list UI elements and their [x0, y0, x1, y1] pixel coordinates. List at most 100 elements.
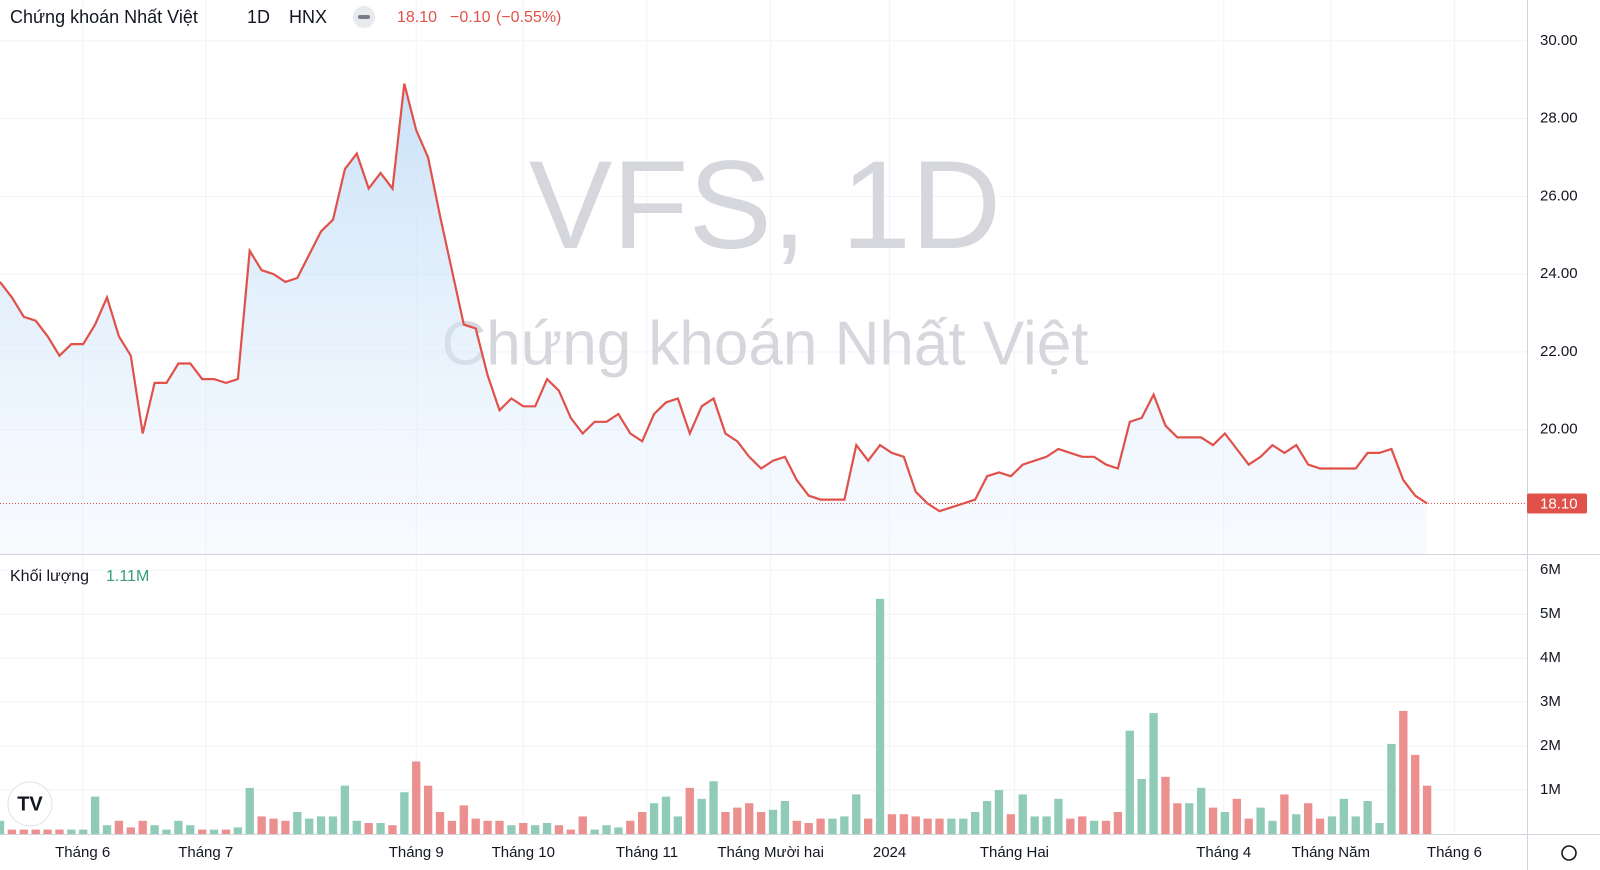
volume-bar — [1042, 816, 1051, 834]
y-tick-label: 5M — [1540, 605, 1561, 622]
volume-bar — [126, 827, 135, 834]
volume-bar — [863, 818, 873, 834]
volume-bar — [1078, 816, 1087, 834]
volume-bar — [519, 823, 528, 834]
volume-bar — [364, 823, 373, 834]
volume-bar — [114, 820, 124, 834]
y-tick-label: 30.00 — [1540, 32, 1578, 49]
volume-bar — [745, 803, 754, 834]
volume-bar — [102, 825, 112, 834]
volume-bar — [1066, 818, 1075, 834]
volume-bar — [507, 825, 516, 834]
volume-bar — [590, 829, 599, 834]
volume-bar — [233, 827, 243, 834]
volume-bar — [1232, 798, 1241, 834]
volume-bar — [281, 820, 290, 834]
volume-bar — [257, 816, 266, 834]
y-tick-label: 20.00 — [1540, 421, 1578, 438]
volume-bar — [435, 812, 445, 834]
change: −0.10 — [450, 9, 491, 26]
volume-bar — [1196, 787, 1206, 834]
volume-bar — [150, 825, 159, 834]
volume-bar — [1149, 713, 1158, 834]
volume-bar — [1220, 812, 1230, 834]
volume-bar — [1256, 807, 1265, 834]
volume-bar — [340, 785, 350, 834]
volume-bar — [7, 829, 17, 834]
volume-bar — [423, 785, 433, 834]
x-tick-label: Tháng Năm — [1292, 844, 1370, 861]
volume-bar — [1018, 794, 1027, 834]
volume-bar — [1387, 743, 1396, 834]
volume-bar — [982, 801, 992, 834]
volume-bar — [1030, 816, 1039, 834]
volume-bar — [768, 809, 778, 834]
volume-bar — [1304, 803, 1313, 834]
volume-bar — [721, 812, 730, 834]
volume-bar — [1161, 776, 1170, 834]
settings-icon[interactable] — [1561, 845, 1577, 861]
volume-bar — [90, 796, 100, 834]
volume-bar — [1315, 818, 1325, 834]
volume-bar — [1292, 814, 1301, 834]
volume-bar — [626, 820, 635, 834]
volume-bar — [245, 787, 254, 834]
volume-bar — [1280, 794, 1289, 834]
volume-bar — [269, 818, 278, 834]
volume-bar — [1399, 710, 1408, 834]
x-tick-label: Tháng 10 — [492, 844, 555, 861]
volume-bar — [709, 781, 718, 834]
y-tick-label: 3M — [1540, 693, 1561, 710]
status-icon — [358, 15, 370, 19]
volume-bar — [578, 816, 587, 834]
volume-bar — [1006, 814, 1016, 834]
volume-bar — [935, 818, 944, 834]
volume-bar — [1375, 823, 1384, 834]
volume-bar — [673, 816, 683, 834]
volume-bar — [1125, 730, 1134, 834]
x-tick-label: Tháng 11 — [616, 844, 678, 861]
price-area — [0, 83, 1428, 554]
watermark: VFS, 1D — [529, 136, 1001, 275]
volume-bar — [816, 818, 825, 834]
volume-bar — [19, 829, 28, 834]
volume-bar — [1054, 798, 1063, 834]
volume-bar — [55, 829, 64, 834]
volume-bar — [459, 805, 468, 834]
volume-bar — [923, 818, 932, 834]
volume-bar — [602, 825, 611, 834]
volume-bar — [554, 825, 564, 834]
volume-bar — [495, 820, 504, 834]
volume-bar — [400, 792, 409, 834]
y-tick-label: 4M — [1540, 649, 1561, 666]
volume-bar — [328, 816, 338, 834]
volume-bar — [792, 820, 801, 834]
volume-bar — [1173, 803, 1182, 834]
exchange: HNX — [289, 7, 327, 27]
volume-bar — [43, 829, 52, 834]
logo-mark: TV — [17, 793, 43, 815]
volume-bar — [840, 816, 849, 834]
volume-bar — [162, 829, 171, 834]
volume-bar — [911, 816, 920, 834]
title: Chứng khoán Nhất Việt — [10, 7, 198, 27]
volume-bar — [412, 761, 421, 834]
volume-bar — [780, 801, 790, 834]
y-tick-label: 6M — [1540, 561, 1561, 578]
logo[interactable] — [7, 781, 53, 827]
volume-bar — [1268, 820, 1277, 834]
volume-bar — [1327, 816, 1337, 834]
volume-bar — [0, 820, 5, 834]
volume-bar — [542, 823, 552, 834]
volume-bar — [1339, 798, 1349, 834]
x-tick-label: Tháng 7 — [178, 844, 233, 861]
volume-bar — [994, 790, 1004, 834]
y-tick-label: 26.00 — [1540, 187, 1578, 204]
volume-bar — [887, 814, 897, 834]
interval: 1D — [247, 7, 270, 27]
volume-bar — [959, 818, 968, 834]
volume-bar — [447, 820, 457, 834]
volume-title: Khối lượng — [10, 568, 89, 585]
volume-bar — [1351, 816, 1360, 834]
